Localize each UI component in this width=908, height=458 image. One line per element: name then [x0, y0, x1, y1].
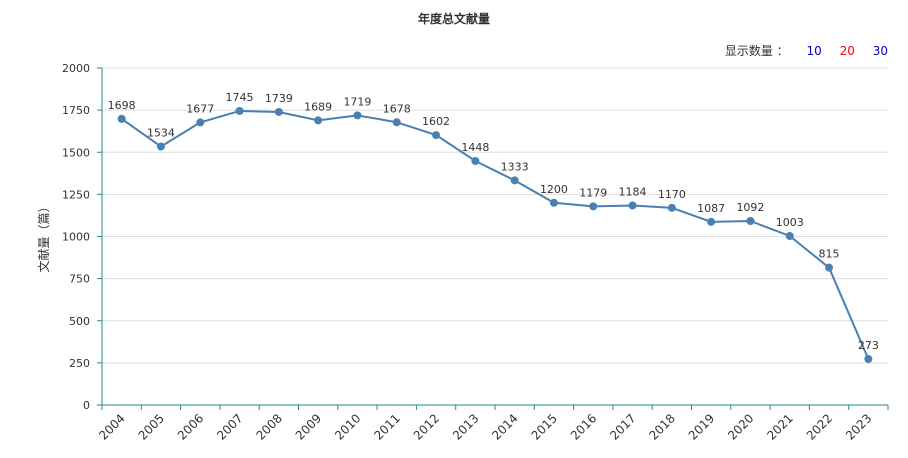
x-tick-label: 2018: [646, 411, 677, 442]
x-tick-label: 2009: [293, 411, 324, 442]
data-label: 1745: [226, 91, 254, 104]
data-label: 1739: [265, 92, 293, 105]
y-tick-label: 1500: [62, 146, 90, 159]
series-line: [121, 109, 870, 360]
chart-title: 年度总文献量: [417, 12, 490, 26]
data-point: [196, 118, 205, 127]
x-tick-label: 2014: [489, 411, 520, 442]
x-tick-label: 2020: [725, 411, 756, 442]
x-tick-label: 2004: [96, 411, 127, 442]
data-point: [156, 142, 165, 151]
x-tick-label: 2008: [253, 411, 284, 442]
y-tick-label: 1250: [62, 188, 90, 201]
data-point: [825, 263, 834, 272]
x-tick-label: 2013: [450, 411, 481, 442]
x-tick-label: 2011: [371, 411, 402, 442]
display-count-option-20[interactable]: 20: [839, 44, 855, 58]
x-tick-label: 2016: [568, 411, 599, 442]
data-label: 1448: [461, 141, 489, 154]
y-tick-label: 250: [69, 357, 90, 370]
display-count-control: 显示数量 ： 10 20 30: [721, 42, 888, 59]
y-tick-label: 2000: [62, 62, 90, 75]
data-label: 1087: [697, 202, 725, 215]
y-tick-label: 1750: [62, 104, 90, 117]
data-point: [864, 354, 873, 363]
y-tick-label: 750: [69, 273, 90, 286]
data-label: 1534: [147, 127, 175, 140]
x-tick-label: 2010: [332, 411, 363, 442]
data-point: [314, 116, 323, 125]
data-label: 1092: [736, 201, 764, 214]
x-tick-label: 2019: [686, 411, 717, 442]
data-label: 1602: [422, 115, 450, 128]
data-point: [274, 107, 283, 116]
display-count-option-10[interactable]: 10: [806, 44, 822, 58]
x-tick-label: 2015: [529, 411, 560, 442]
data-point: [785, 231, 794, 240]
data-label: 1179: [579, 186, 607, 199]
x-tick-label: 2005: [136, 411, 167, 442]
y-tick-label: 500: [69, 315, 90, 328]
data-point: [707, 217, 716, 226]
data-label: 815: [819, 248, 840, 261]
data-label: 1677: [186, 102, 214, 115]
x-tick-label: 2017: [607, 411, 638, 442]
data-point: [392, 118, 401, 127]
x-tick-label: 2012: [411, 411, 442, 442]
data-label: 1184: [619, 185, 647, 198]
data-label: 1698: [108, 99, 136, 112]
data-label: 1170: [658, 188, 686, 201]
data-point: [117, 114, 126, 123]
x-tick-label: 2023: [843, 411, 874, 442]
data-point: [628, 201, 637, 210]
data-point: [235, 106, 244, 115]
x-tick-label: 2006: [175, 411, 206, 442]
data-point: [471, 157, 480, 166]
data-point: [432, 131, 441, 140]
x-tick-label: 2021: [764, 411, 795, 442]
data-label: 1719: [343, 95, 371, 108]
y-tick-label: 0: [83, 399, 90, 412]
display-count-label: 显示数量 ：: [724, 44, 789, 58]
data-point: [510, 176, 519, 185]
data-label: 273: [858, 339, 879, 352]
x-tick-label: 2022: [804, 411, 835, 442]
data-point: [353, 111, 362, 120]
data-point: [746, 216, 755, 225]
data-label: 1689: [304, 100, 332, 113]
data-point: [589, 202, 598, 211]
data-point: [549, 198, 558, 207]
x-tick-label: 2007: [214, 411, 245, 442]
data-label: 1333: [501, 160, 529, 173]
y-axis-label: 文献量（篇）: [36, 200, 51, 272]
data-label: 1003: [776, 216, 804, 229]
data-label: 1678: [383, 102, 411, 115]
display-count-option-30[interactable]: 30: [872, 44, 888, 58]
data-label: 1200: [540, 183, 568, 196]
data-point: [667, 203, 676, 212]
y-tick-label: 1000: [62, 231, 90, 244]
